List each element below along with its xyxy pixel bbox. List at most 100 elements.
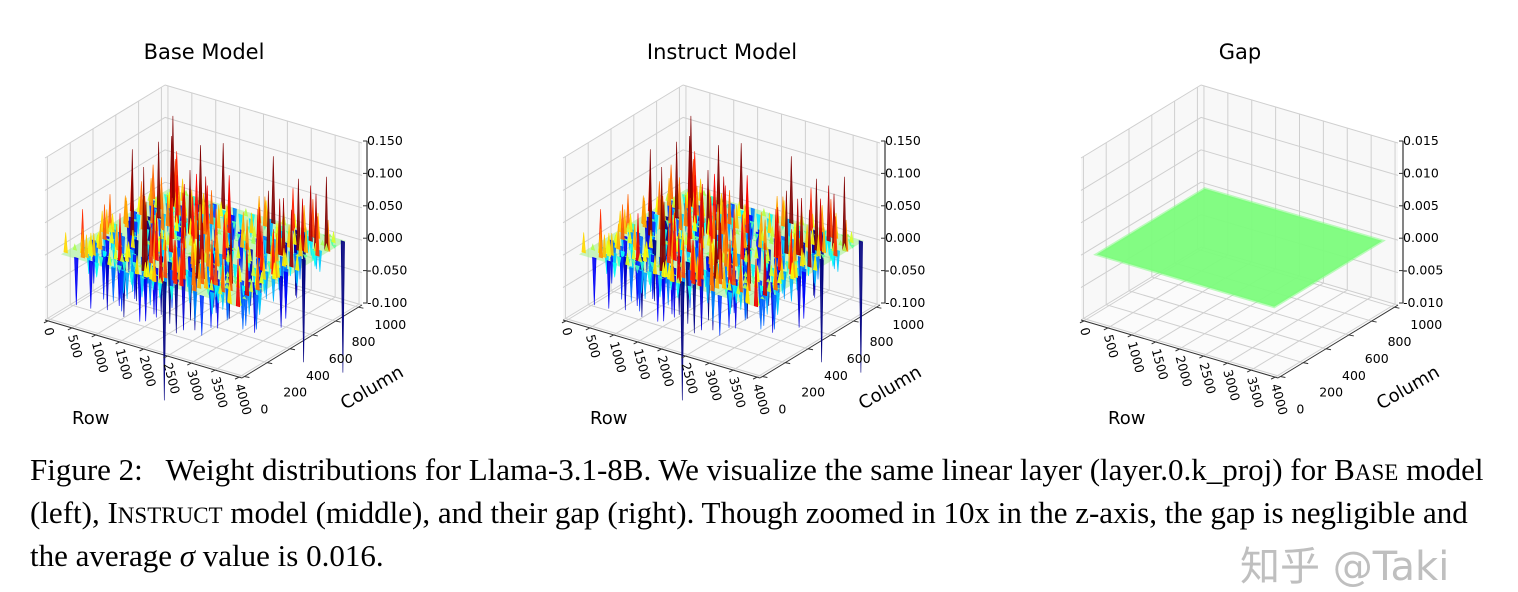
surface-spike [134,255,140,275]
caption-label: Figure 2: [30,452,143,487]
surface-spike [281,248,287,267]
row-tick-label: 1500 [1149,347,1172,382]
surface-spike [255,255,260,291]
surface-spike [331,231,336,244]
grid-line [565,318,763,378]
grid-line [562,84,684,159]
column-tick-label: 800 [352,334,376,349]
surface-spike [715,263,720,289]
surface-spike [647,271,652,285]
surface-spike [606,243,612,257]
surface-spike [743,275,748,284]
surface-spike [705,276,710,304]
surface-spike [242,296,247,300]
grid-line [44,116,166,191]
column-tick-label: 200 [1319,385,1343,400]
grid-line [70,304,268,364]
surface-spike [100,210,105,233]
column-tick [312,334,318,337]
surface-spike [202,202,207,235]
row-tick [115,341,120,345]
surface-spike [315,216,320,257]
grid-line [1200,116,1399,176]
surface-spike [724,286,729,296]
surface-spike [669,258,674,283]
surface-spike [117,264,122,274]
surface-spike [122,260,127,273]
surface-spike [657,275,663,298]
surface-spike [710,258,715,292]
row-tick-label: 2000 [1173,354,1196,389]
surface-spike [124,200,129,229]
z-tick-label: 0.000 [367,230,403,245]
surface-spike [174,215,179,232]
surface-spike [224,283,230,290]
surface-spike [165,234,171,246]
base-smallcaps-rest: ASE [1354,460,1399,485]
surface-spike [246,256,252,264]
surface-spike [243,207,249,217]
row-tick-label: 4000 [1268,382,1291,417]
surface-spike [612,262,617,278]
surface-spike [109,229,114,244]
z-tick-label: -0.050 [367,263,407,278]
surface-spike [91,233,96,257]
surface-spike [745,285,750,305]
surface-spike [666,223,671,264]
panel-title: Base Model [144,40,265,64]
grid-line [709,289,830,364]
row-tick [609,334,614,338]
row-tick [1270,376,1276,380]
surface-spike [780,196,786,227]
surface-spike [141,166,146,272]
grid-line [610,290,809,350]
surface-spike [262,196,268,227]
column-tick-label: 600 [847,351,871,366]
surface-spike [107,253,112,266]
surface-spike [220,256,225,293]
surface-spike [697,241,702,287]
z-tick-label: -0.050 [885,263,925,278]
surface-spike [105,256,110,311]
grid-line [164,116,363,176]
surface-spike [266,190,271,255]
surface-spike [251,238,256,245]
surface-spike [619,256,624,300]
surface-spike [711,205,716,240]
column-tick-label: 0 [1296,402,1304,417]
surface-spike [686,200,692,253]
surface-spike [592,257,597,306]
surface-spike [231,247,237,251]
column-tick [1371,320,1377,323]
surface-spike [616,256,622,267]
column-tick-label: 0 [260,402,268,417]
surface-spike [734,205,739,229]
surface-spike [606,260,611,309]
column-tick [830,334,836,337]
surface-spike [183,189,189,197]
row-tick [67,327,73,331]
column-tick-label: 600 [1365,351,1389,366]
surface-spike [98,256,104,267]
row-tick [1223,362,1228,366]
column-tick [358,306,364,309]
z-tick-label: -0.100 [885,295,925,310]
surface-spike [590,243,596,251]
surface-spike [736,201,742,217]
surface-spike [819,258,824,363]
column-tick-label: 600 [329,351,353,366]
z-tick-label: 0.010 [1403,165,1439,180]
surface-spike [625,222,631,233]
surface-spike [717,248,723,285]
row-tick-label: 0 [41,326,58,338]
surface-spike [821,227,827,254]
surface-spike [193,205,198,240]
surface-spike [775,207,780,259]
z-tick-label: 0.005 [1403,198,1439,213]
surface-spike [631,246,636,261]
surface-spike [696,225,700,228]
instruct-smallcaps-initial: I [107,495,118,530]
surface-spike [761,207,767,217]
surface-spike [266,262,272,268]
surface-spike [738,256,743,293]
